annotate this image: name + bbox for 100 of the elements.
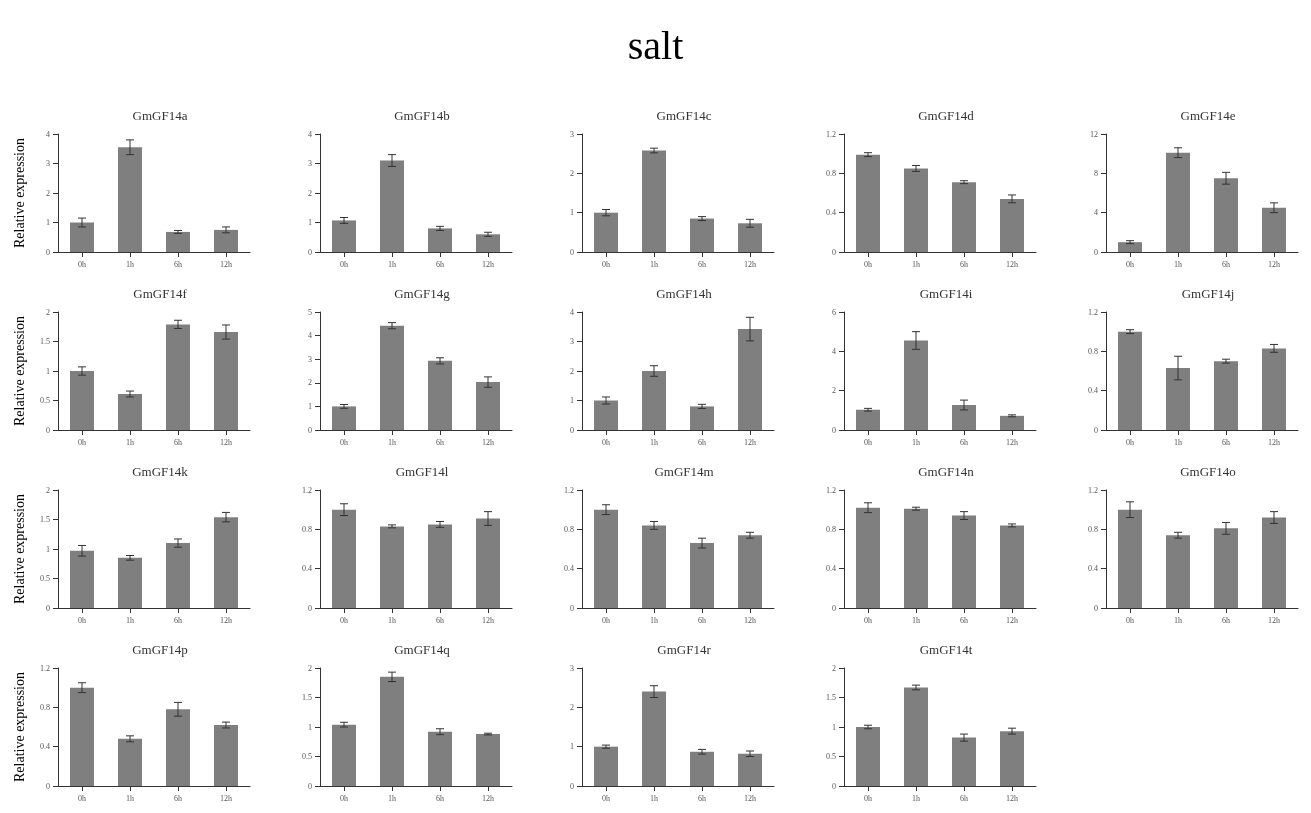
bar [1166,152,1190,252]
y-tick-label: 1.2 [1088,307,1098,317]
bar [738,223,762,252]
y-tick-label: 4 [308,129,312,139]
x-tick-label: 6h [960,793,968,803]
bar [690,406,714,430]
bar [594,746,618,786]
x-tick-label: 1h [912,437,920,447]
x-tick-label: 6h [436,259,444,269]
chart-title: GmGF14p [132,642,188,657]
bar [1214,178,1238,252]
y-tick-label: 0.4 [564,564,574,574]
y-tick-label: 2 [832,386,836,396]
bar [738,753,762,786]
y-tick-label: 3 [570,337,574,346]
bar [1262,348,1286,430]
y-tick-label: 0.5 [40,396,50,405]
y-tick-label: 2 [570,702,574,712]
y-tick-label: 0 [570,781,574,791]
bar [952,405,976,430]
bar [70,687,94,786]
y-tick-label: 1 [308,218,312,227]
y-tick-label: 2 [308,188,312,198]
x-tick-label: 0h [1126,437,1134,447]
x-tick-label: 1h [388,793,396,803]
x-tick-label: 6h [436,793,444,803]
x-tick-label: 1h [1174,615,1182,625]
y-tick-label: 0 [1094,425,1098,435]
bar [594,212,618,252]
y-tick-label: 3 [308,354,312,364]
y-tick-label: 0 [570,247,574,257]
x-tick-label: 0h [78,793,86,803]
y-tick-label: 0 [570,603,574,613]
x-tick-label: 1h [1174,437,1182,447]
x-tick-label: 0h [78,437,86,447]
x-tick-label: 6h [698,793,706,803]
x-tick-label: 0h [864,259,872,269]
x-tick-label: 6h [1222,437,1230,447]
bar [738,535,762,608]
bar [642,371,666,430]
x-tick-label: 12h [744,615,756,625]
y-tick-label: 4 [46,129,50,139]
x-tick-label: 12h [482,437,494,447]
y-tick-label: 0 [832,425,836,435]
y-tick-label: 1 [46,366,50,376]
bar [476,734,500,786]
bar [904,687,928,786]
y-axis-title: Relative expression [11,493,27,605]
y-tick-label: 4 [308,331,312,341]
y-tick-label: 1.5 [40,337,50,346]
x-tick-label: 1h [388,437,396,447]
x-tick-label: 0h [602,615,610,625]
y-tick-label: 1 [308,401,312,411]
chart-title: GmGF14b [394,108,450,123]
x-tick-label: 6h [698,259,706,269]
bar [166,324,190,430]
y-tick-label: 0 [46,247,50,257]
bar [380,160,404,252]
x-tick-label: 6h [436,615,444,625]
y-tick-label: 0.5 [302,752,312,761]
y-tick-label: 0.4 [1088,564,1098,574]
x-tick-label: 0h [78,259,86,269]
x-tick-label: 6h [174,259,182,269]
y-tick-label: 2 [46,188,50,198]
y-tick-label: 2 [570,168,574,178]
y-tick-label: 0 [308,781,312,791]
bar [1118,509,1142,608]
chart-title: GmGF14g [394,286,451,301]
x-tick-label: 12h [220,615,232,625]
y-tick-label: 3 [308,159,312,168]
bar [428,731,452,786]
chart-title: GmGF14d [918,108,975,123]
chart-title: GmGF14n [918,464,975,479]
x-tick-label: 1h [126,437,134,447]
y-tick-label: 1.2 [826,485,836,495]
x-tick-label: 1h [912,615,920,625]
x-tick-label: 1h [650,793,658,803]
x-tick-label: 0h [340,615,348,625]
x-tick-label: 1h [650,615,658,625]
y-tick-label: 0 [308,247,312,257]
y-tick-label: 1 [832,722,836,732]
x-tick-label: 1h [126,259,134,269]
y-tick-label: 0.4 [1088,386,1098,396]
bar [1214,528,1238,608]
x-tick-label: 12h [1006,437,1018,447]
x-tick-label: 0h [340,437,348,447]
bar [690,543,714,608]
x-tick-label: 6h [698,437,706,447]
y-tick-label: 0.8 [1088,346,1098,356]
y-tick-label: 0.5 [826,752,836,761]
x-tick-label: 12h [1268,437,1280,447]
bar [594,400,618,430]
bar [118,147,142,252]
x-tick-label: 1h [126,793,134,803]
y-tick-label: 0 [570,425,574,435]
x-tick-label: 1h [650,259,658,269]
bar [1262,517,1286,608]
bar [690,751,714,786]
bar [70,371,94,430]
bar [332,724,356,786]
